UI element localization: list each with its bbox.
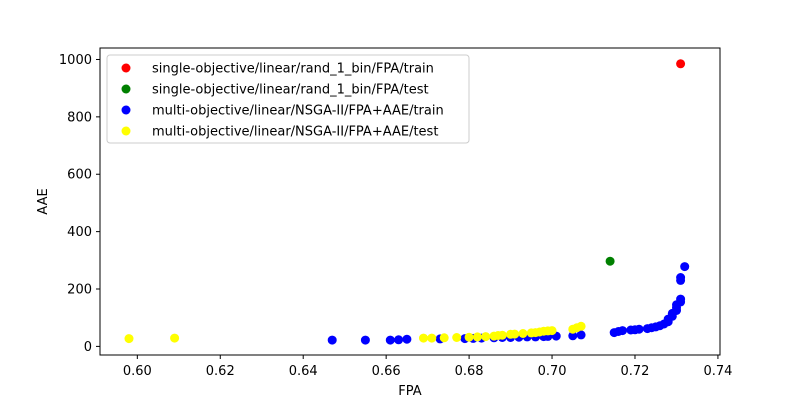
x-tick-label: 0.68	[455, 364, 484, 379]
y-tick-label: 800	[67, 110, 92, 125]
y-tick-label: 0	[84, 340, 92, 355]
data-point	[680, 262, 690, 272]
data-point	[472, 332, 482, 342]
points-layer	[124, 59, 690, 345]
legend-marker	[121, 84, 131, 94]
y-tick-label: 200	[67, 283, 92, 298]
legend-item: multi-objective/linear/NSGA-II/FPA+AAE/t…	[121, 125, 438, 140]
x-tick-label: 0.70	[538, 364, 567, 379]
data-point	[170, 333, 180, 343]
data-point	[497, 330, 507, 340]
legend-label: single-objective/linear/rand_1_bin/FPA/t…	[152, 83, 429, 98]
data-point	[402, 334, 412, 344]
legend-label: multi-objective/linear/NSGA-II/FPA+AAE/t…	[152, 125, 438, 140]
data-point	[360, 335, 370, 345]
data-point	[385, 335, 395, 345]
x-tick-label: 0.62	[206, 364, 235, 379]
plot-frame	[99, 47, 721, 356]
data-point	[618, 326, 627, 336]
data-point	[605, 256, 615, 266]
y-tick-label: 1000	[59, 53, 92, 68]
data-point	[676, 273, 686, 282]
data-point	[464, 332, 474, 342]
legend-item: single-objective/linear/rand_1_bin/FPA/t…	[121, 83, 429, 98]
data-point	[634, 324, 644, 334]
x-tick-label: 0.74	[703, 364, 732, 379]
series-1	[605, 256, 615, 266]
series-2	[327, 262, 690, 345]
data-point	[439, 333, 449, 343]
legend-label: single-objective/linear/rand_1_bin/FPA/t…	[152, 62, 434, 77]
y-axis-label: AAE	[36, 188, 51, 214]
legend-frame	[106, 54, 470, 144]
y-tick-label: 600	[67, 168, 92, 183]
series-3	[124, 321, 586, 344]
legend: single-objective/linear/rand_1_bin/FPA/t…	[106, 54, 470, 144]
data-point	[394, 335, 404, 345]
x-axis: 0.60 0.62 0.64 0.66 0.68 0.70 0.72 0.74	[123, 355, 732, 379]
data-point	[676, 294, 686, 304]
y-axis: 0 200 400 600 800 1000	[59, 53, 100, 355]
x-axis-label: FPA	[398, 384, 421, 399]
data-point	[568, 331, 578, 341]
data-point	[518, 329, 528, 338]
data-point	[510, 329, 520, 339]
data-point	[576, 330, 586, 340]
x-tick-label: 0.64	[289, 364, 318, 379]
data-point	[576, 321, 586, 331]
legend-item: multi-objective/linear/NSGA-II/FPA+AAE/t…	[121, 104, 444, 119]
legend-item: single-objective/linear/rand_1_bin/FPA/t…	[121, 62, 434, 77]
legend-label: multi-objective/linear/NSGA-II/FPA+AAE/t…	[152, 104, 444, 119]
legend-marker	[121, 105, 131, 115]
data-point	[547, 326, 557, 336]
legend-marker	[121, 126, 131, 136]
x-tick-label: 0.72	[621, 364, 650, 379]
data-point	[427, 333, 437, 343]
data-point	[676, 59, 686, 69]
data-point	[419, 333, 428, 343]
x-tick-label: 0.66	[372, 364, 401, 379]
y-tick-label: 400	[67, 225, 92, 240]
series-0	[676, 59, 686, 69]
data-point	[124, 334, 134, 344]
data-point	[327, 335, 337, 345]
data-point	[452, 333, 462, 342]
legend-marker	[121, 63, 131, 73]
data-point	[481, 332, 491, 342]
x-tick-label: 0.60	[123, 364, 152, 379]
